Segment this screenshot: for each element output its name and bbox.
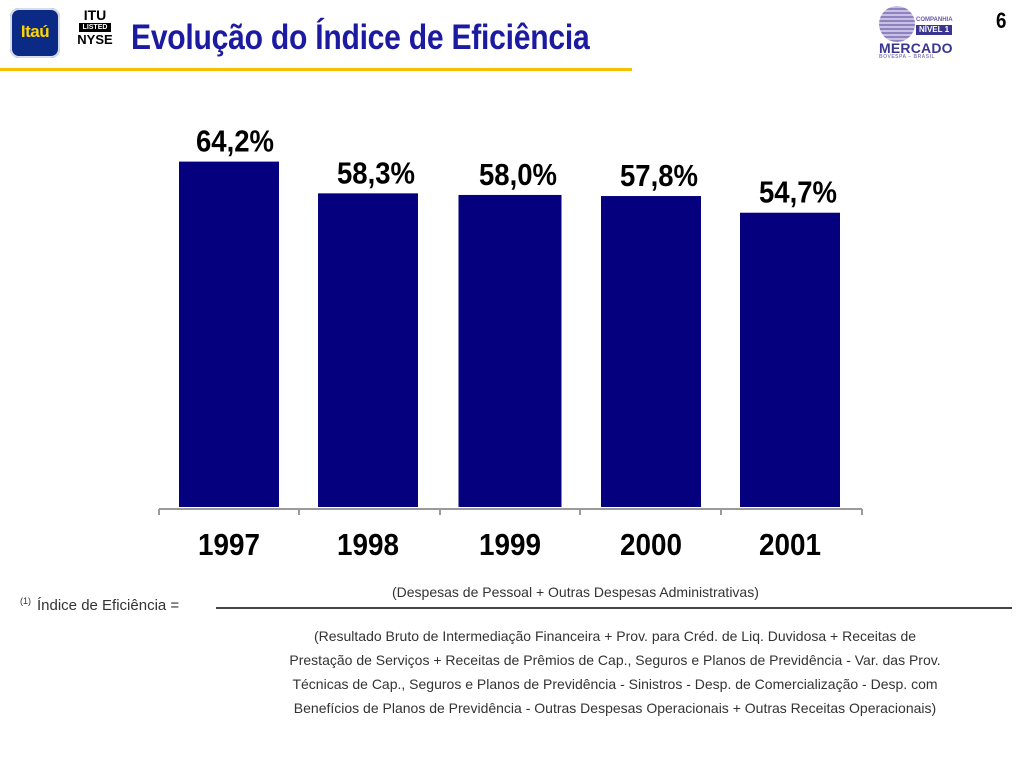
nyse-listed: LISTED <box>79 23 111 32</box>
value-labels-group: 64,2% 58,3% 58,0% 57,8% 54,7% <box>196 124 837 210</box>
formula-lhs: (1) Índice de Eficiência = <box>20 596 179 614</box>
formula-lhs-text: Índice de Eficiência = <box>37 597 180 614</box>
efficiency-bar-chart: 64,2% 58,3% 58,0% 57,8% 54,7% 1997 1998 1999 20… <box>158 124 863 562</box>
page-title: Evolução do Índice de Eficiência <box>131 18 590 57</box>
denominator-line: Benefícios de Planos de Previdência - Ou… <box>293 700 937 716</box>
formula-numerator: (Despesas de Pessoal + Outras Despesas A… <box>392 584 759 600</box>
value-label-2000: 57,8% <box>620 158 698 193</box>
nivel1-bovespa-text: BOVESPA – BRASIL <box>879 54 936 60</box>
denominator-line: Técnicas de Cap., Seguros e Planos de Pr… <box>292 676 938 692</box>
value-label-2001: 54,7% <box>759 175 837 210</box>
itau-logo-text: Itaú <box>20 22 50 41</box>
value-label-1997: 64,2% <box>196 124 274 159</box>
fraction-line <box>216 607 1012 609</box>
bar-1997 <box>179 161 279 507</box>
x-tick-label-1999: 1999 <box>479 527 541 562</box>
bar-2000 <box>601 196 701 507</box>
bar-1999 <box>458 194 562 507</box>
bar-1998 <box>318 193 418 507</box>
itau-logo: Itaú <box>10 8 60 58</box>
nyse-name: NYSE <box>77 32 113 47</box>
nivel1-badge: NÍVEL 1 <box>916 25 952 35</box>
x-tick-label-2001: 2001 <box>759 527 821 562</box>
denominator-line: Prestação de Serviços + Receitas de Prêm… <box>289 652 941 668</box>
formula-denominator: (Resultado Bruto de Intermediação Financ… <box>220 624 1010 720</box>
footnote-marker: (1) <box>20 596 31 606</box>
page-number: 6 <box>996 8 1007 33</box>
x-tick-labels-group: 1997 1998 1999 2000 2001 <box>198 527 821 562</box>
value-label-1999: 58,0% <box>479 157 557 192</box>
value-label-1998: 58,3% <box>337 155 415 190</box>
nivel1-mercado-text: MERCADO <box>879 40 953 56</box>
bar-2001 <box>740 212 840 508</box>
nivel1-small-text: COMPANHIA <box>916 17 953 23</box>
nyse-listed-logo: ITU LISTED NYSE <box>73 8 117 46</box>
x-tick-label-1998: 1998 <box>337 527 399 562</box>
x-axis <box>158 508 863 515</box>
nivel1-circle-icon <box>879 6 915 42</box>
nivel1-mercado-logo: COMPANHIA NÍVEL 1 MERCADO BOVESPA – BRAS… <box>876 6 960 60</box>
x-tick-label-2000: 2000 <box>620 527 682 562</box>
bars-group <box>179 161 840 508</box>
nyse-ticker: ITU <box>83 7 107 23</box>
x-tick-label-1997: 1997 <box>198 527 260 562</box>
title-underline <box>0 68 632 71</box>
denominator-line: (Resultado Bruto de Intermediação Financ… <box>313 628 917 644</box>
